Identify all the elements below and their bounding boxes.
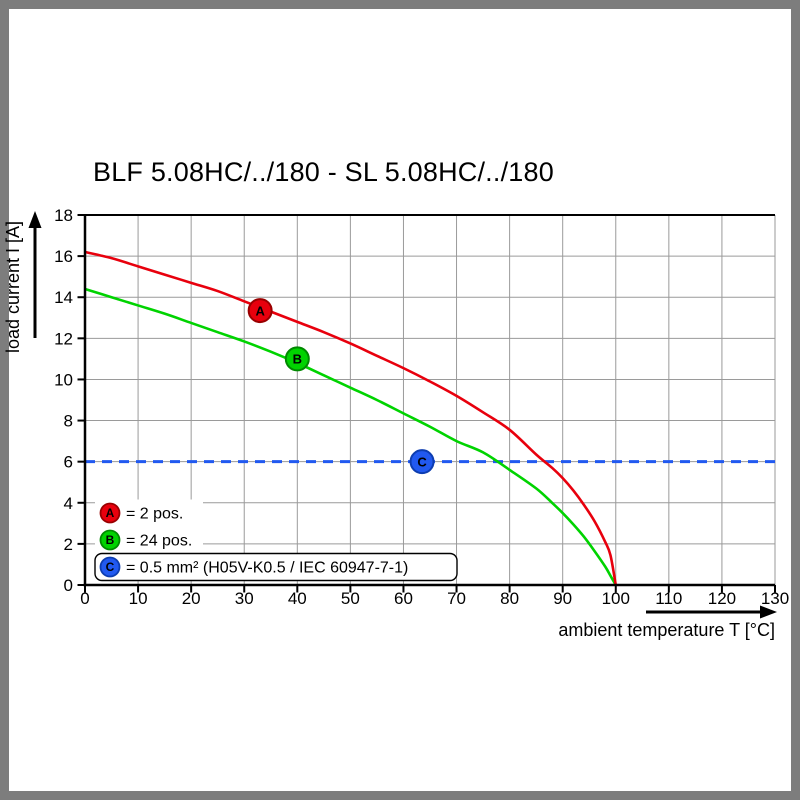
- y-axis-arrowhead: [28, 211, 42, 228]
- x-tick-label: 110: [655, 589, 682, 608]
- x-tick-label: 60: [394, 589, 413, 608]
- y-tick-label: 4: [64, 494, 73, 513]
- x-tick-label: 0: [80, 589, 89, 608]
- marker-B-letter: B: [293, 352, 302, 367]
- legend-marker-B-letter: B: [106, 533, 115, 547]
- marker-A: [247, 298, 273, 324]
- curve-markers: A B C: [247, 298, 435, 475]
- x-tick-label: 40: [288, 589, 307, 608]
- y-tick-label: 14: [54, 288, 73, 307]
- x-tick-label: 80: [500, 589, 519, 608]
- y-tick-label: 10: [54, 370, 73, 389]
- marker-C: [409, 449, 435, 475]
- legend-marker-C: [99, 556, 121, 578]
- legend: A = 2 pos. B = 24 pos. C = 0.5 mm² (H05V-K0.5…: [94, 499, 458, 582]
- y-axis-ticks: 0 2 4 6 8 10 12 14 16 18: [54, 206, 85, 595]
- series-A-curve: [84, 250, 618, 586]
- y-tick-label: 0: [64, 576, 73, 595]
- x-tick-label: 90: [553, 589, 572, 608]
- y-axis-label: load current I [A]: [3, 221, 23, 353]
- marker-B: [284, 346, 310, 372]
- x-axis-arrowhead: [760, 605, 777, 619]
- grid: [85, 215, 776, 585]
- x-tick-label: 70: [447, 589, 466, 608]
- chart-canvas: [9, 9, 791, 791]
- axes: [83, 214, 775, 587]
- x-axis-ticks: 0 10 20 30 40 50 60 70 80 90 100 110 120 130: [80, 585, 789, 608]
- marker-C-letter: C: [417, 454, 427, 469]
- y-tick-label: 18: [54, 206, 73, 225]
- legend-marker-C-letter: C: [106, 560, 115, 574]
- legend-label-B: = 24 pos.: [126, 533, 192, 550]
- x-axis-label: ambient temperature T [°C]: [558, 620, 775, 640]
- y-tick-label: 2: [64, 535, 73, 554]
- y-tick-label: 16: [54, 247, 73, 266]
- x-tick-label: 100: [602, 589, 630, 608]
- series-B-curve: [84, 287, 617, 586]
- y-tick-label: 12: [54, 329, 73, 348]
- x-tick-label: 20: [182, 589, 201, 608]
- axis-arrows: [28, 211, 777, 619]
- legend-marker-A: [99, 502, 121, 524]
- x-tick-label: 130: [761, 589, 789, 608]
- x-tick-label: 120: [708, 589, 736, 608]
- y-tick-label: 6: [64, 453, 73, 472]
- x-tick-label: 30: [235, 589, 254, 608]
- legend-marker-A-letter: A: [106, 506, 115, 520]
- x-tick-label: 10: [129, 589, 148, 608]
- legend-label-A: = 2 pos.: [126, 506, 183, 523]
- marker-A-letter: A: [255, 303, 265, 318]
- x-tick-label: 50: [341, 589, 360, 608]
- legend-label-C: = 0.5 mm² (H05V-K0.5 / IEC 60947-7-1): [126, 560, 408, 577]
- legend-marker-B: [99, 529, 121, 551]
- legend-row-bg-C: [94, 552, 458, 582]
- y-tick-label: 8: [64, 412, 73, 431]
- chart-title: BLF 5.08HC/../180 - SL 5.08HC/../180: [93, 157, 554, 187]
